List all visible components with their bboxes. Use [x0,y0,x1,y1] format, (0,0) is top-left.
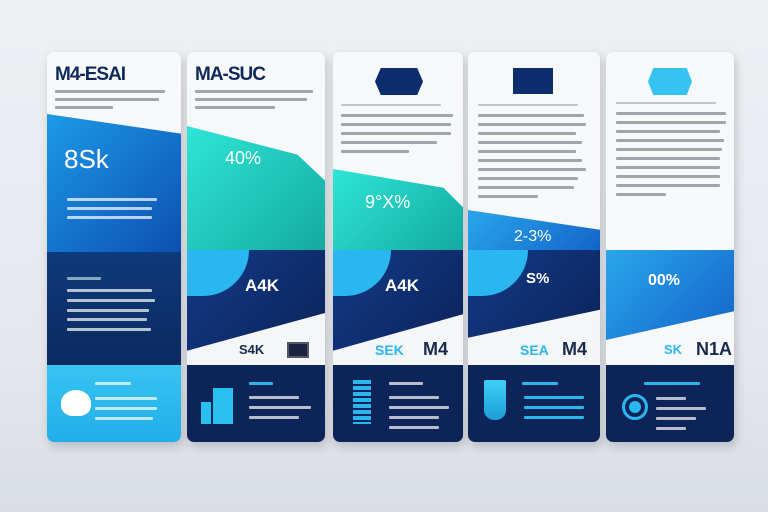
stat-label-left: SEK [375,342,404,358]
stat-value: 2-3% [514,228,552,245]
stat-label-left: SK [664,342,683,357]
stat-value: 40% [225,148,262,168]
badge-icon [513,68,553,94]
badge-icon [648,68,692,95]
infographic-card-3: 9°X% A4K SEK M4 [333,52,463,442]
stat-label-right: M4 [562,339,588,359]
stat-secondary: A4K [245,276,280,295]
infographic-card-2: MA-SUC 40% A4K S4K [187,52,325,442]
stat-label-right: M4 [423,339,449,359]
bar-chart-icon [201,402,211,424]
card-title: MA-SUC [195,64,266,85]
infographic-card-4: 2-3% S% SEA M4 [468,52,600,442]
stat-value: 9°X% [365,192,411,212]
stat-label-left: SEA [520,342,549,358]
blue-panel [47,114,181,254]
card-title: M4-ESAI [55,64,126,85]
stat-value: 00% [648,272,681,289]
stat-secondary: S% [526,270,550,287]
calculator-icon [353,380,371,424]
target-icon [622,394,648,420]
piggy-bank-icon [61,390,91,416]
stat-label-right: N1A [696,339,733,359]
stat-value: 8Sk [64,144,109,174]
stat-secondary: A4K [385,276,420,295]
glass-icon [484,380,506,420]
infographic-card-1: M4-ESAI 8Sk [47,52,181,442]
teal-panel [187,126,325,256]
infographic-card-5: 00% SK N1A [606,52,734,442]
stat-label-left: S4K [239,342,265,357]
monitor-icon [287,342,309,358]
blue-panel [606,250,734,340]
badge-icon [375,68,423,95]
